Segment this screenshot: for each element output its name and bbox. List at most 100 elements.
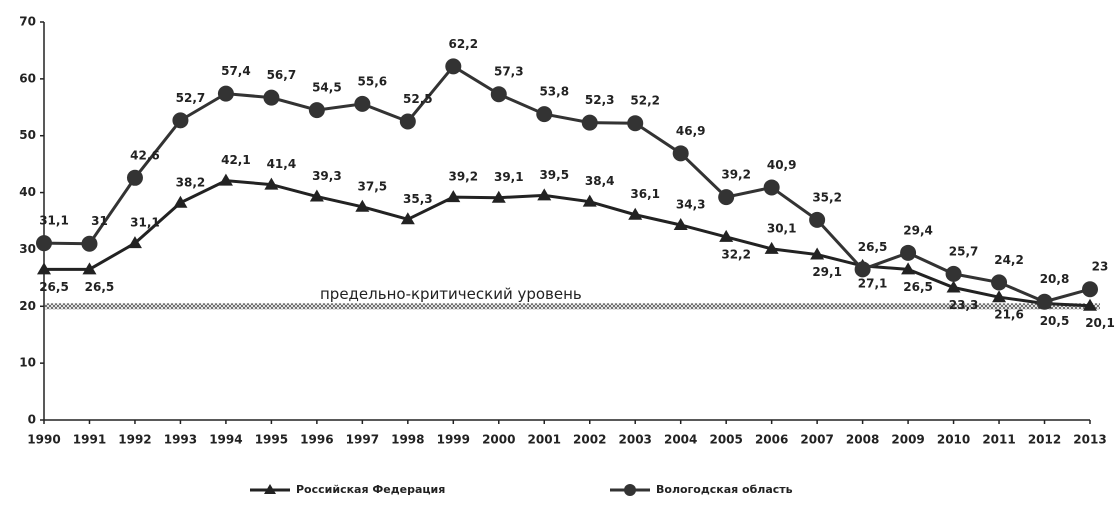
x-tick-label: 2007	[800, 433, 833, 447]
x-tick-label: 2003	[619, 433, 652, 447]
marker	[1083, 298, 1097, 311]
marker	[446, 190, 461, 203]
x-tick-label: 2005	[709, 433, 742, 447]
data-label: 52,7	[176, 91, 206, 105]
data-label: 42,1	[221, 153, 251, 167]
marker	[491, 190, 506, 203]
data-label: 39,1	[494, 170, 524, 184]
series-line	[44, 179, 1091, 308]
marker	[854, 261, 871, 278]
marker	[82, 262, 97, 275]
data-label: 26,5	[39, 280, 69, 294]
marker	[399, 113, 416, 130]
data-label: 29,1	[812, 265, 842, 279]
x-tick-label: 2006	[755, 433, 788, 447]
x-tick-label: 2000	[482, 433, 515, 447]
marker	[445, 58, 462, 75]
y-tick-label: 70	[19, 15, 36, 29]
data-label: 23	[1092, 260, 1109, 274]
marker	[81, 235, 98, 252]
data-label: 31,1	[130, 216, 160, 230]
data-label: 62,2	[448, 37, 478, 51]
marker	[1082, 281, 1098, 298]
y-tick-label: 40	[19, 185, 36, 199]
marker	[628, 207, 643, 220]
y-tick-label: 10	[19, 356, 36, 370]
data-label: 26,5	[903, 280, 933, 294]
data-label: 54,5	[312, 81, 342, 95]
data-label: 56,7	[267, 68, 297, 82]
x-tick-label: 1995	[255, 433, 288, 447]
marker	[172, 112, 189, 129]
marker	[764, 241, 779, 254]
y-tick-label: 30	[19, 242, 36, 256]
y-tick-label: 20	[19, 299, 36, 313]
x-tick-label: 1991	[73, 433, 106, 447]
marker	[901, 262, 916, 275]
x-tick-label: 1993	[164, 433, 197, 447]
series-line	[43, 64, 1091, 304]
x-tick-label: 1996	[300, 433, 333, 447]
data-label: 53,8	[539, 85, 569, 99]
y-tick-label: 0	[28, 413, 36, 427]
x-tick-label: 2009	[891, 433, 924, 447]
legend-label: Российская Федерация	[296, 483, 445, 496]
marker	[673, 217, 688, 230]
marker	[945, 265, 962, 282]
data-label: 39,3	[312, 169, 342, 183]
x-tick-label: 1999	[437, 433, 470, 447]
x-tick-label: 1990	[27, 433, 60, 447]
x-tick-label: 1997	[346, 433, 379, 447]
x-tick-label: 2010	[937, 433, 970, 447]
data-label: 52,3	[585, 93, 615, 107]
data-label: 57,3	[494, 65, 524, 79]
data-label: 25,7	[949, 244, 979, 258]
x-tick-label: 1998	[391, 433, 424, 447]
x-tick-label: 2008	[846, 433, 879, 447]
x-tick-label: 2001	[528, 433, 561, 447]
data-label: 57,4	[221, 64, 251, 78]
marker	[582, 194, 597, 207]
reference-label: предельно-критический уровень	[320, 285, 582, 303]
data-label: 38,4	[585, 174, 615, 188]
marker	[627, 115, 644, 132]
x-tick-label: 2004	[664, 433, 697, 447]
marker	[37, 262, 51, 275]
data-label: 39,2	[721, 168, 751, 182]
data-label: 26,5	[85, 280, 115, 294]
marker	[719, 229, 734, 242]
marker	[355, 199, 370, 212]
data-label: 26,5	[858, 240, 888, 254]
data-label: 35,2	[812, 190, 842, 204]
marker	[36, 235, 52, 252]
data-label: 36,1	[630, 187, 660, 201]
legend-marker	[264, 484, 276, 494]
data-label: 55,6	[358, 74, 388, 88]
data-label: 42,6	[130, 148, 160, 162]
marker	[490, 86, 507, 103]
marker	[672, 145, 689, 162]
x-tick-label: 2011	[982, 433, 1015, 447]
marker	[354, 95, 371, 112]
marker	[400, 212, 415, 225]
data-label: 21,6	[994, 308, 1024, 322]
data-label: 32,2	[721, 247, 751, 261]
marker	[900, 244, 917, 261]
x-tick-label: 2012	[1028, 433, 1061, 447]
data-label: 37,5	[358, 179, 388, 193]
data-label: 34,3	[676, 197, 706, 211]
marker	[536, 106, 553, 123]
marker	[537, 188, 552, 201]
data-label: 30,1	[767, 221, 797, 235]
y-tick-label: 60	[19, 71, 36, 85]
marker	[264, 177, 279, 190]
data-label: 23,3	[949, 298, 979, 312]
data-label: 46,9	[676, 124, 706, 138]
data-label: 52,2	[630, 94, 660, 108]
marker	[763, 179, 780, 196]
marker	[263, 89, 280, 106]
marker	[991, 274, 1008, 291]
data-label: 41,4	[267, 157, 297, 171]
marker	[718, 189, 735, 206]
y-tick-label: 50	[19, 128, 36, 142]
